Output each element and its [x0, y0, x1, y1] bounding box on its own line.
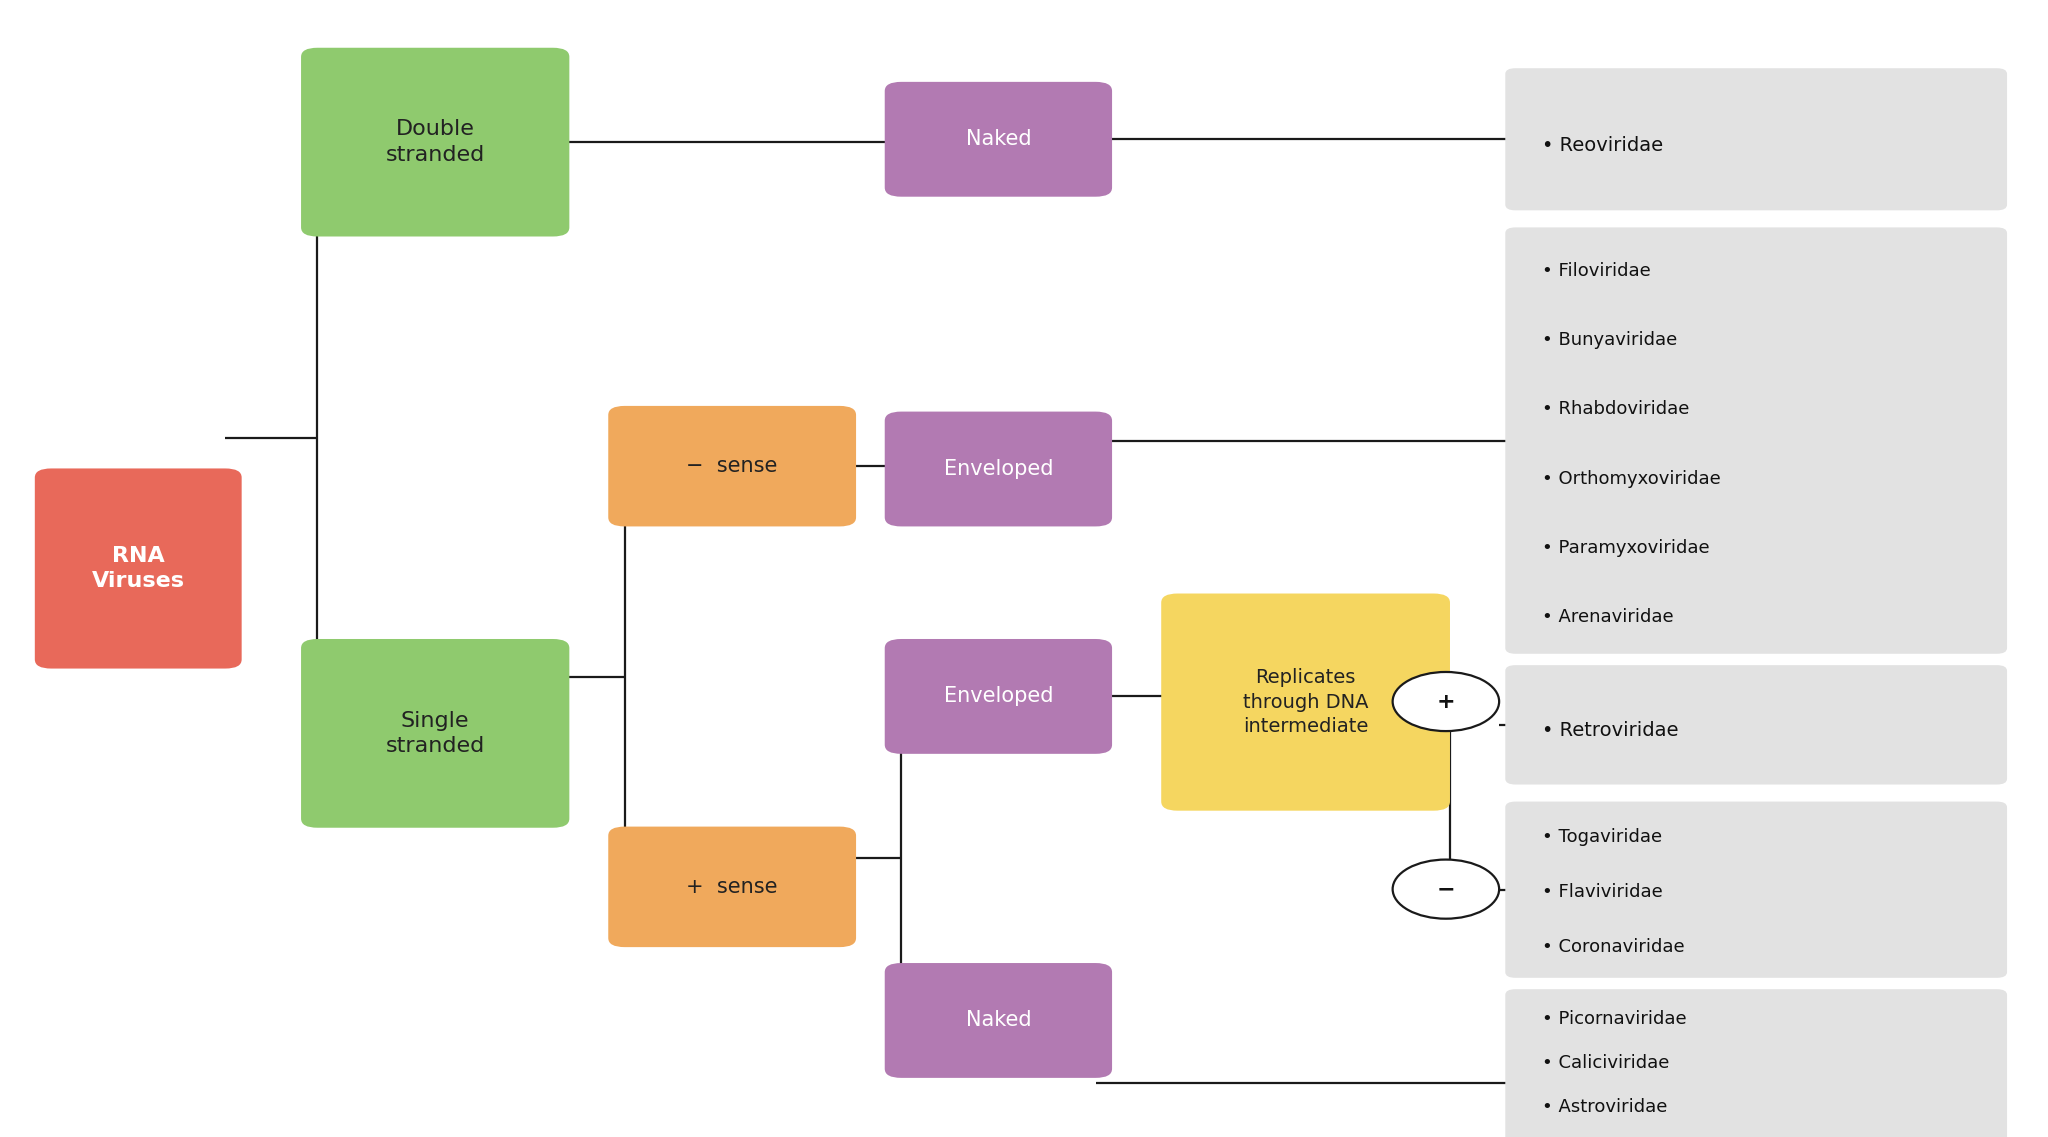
Text: • Orthomyxoviridae: • Orthomyxoviridae [1542, 470, 1720, 488]
Text: Replicates
through DNA
intermediate: Replicates through DNA intermediate [1243, 669, 1368, 736]
FancyBboxPatch shape [885, 963, 1112, 1078]
FancyBboxPatch shape [885, 82, 1112, 197]
FancyBboxPatch shape [1505, 989, 2007, 1137]
Text: • Picornaviridae: • Picornaviridae [1542, 1010, 1688, 1028]
Text: • Reoviridae: • Reoviridae [1542, 136, 1663, 156]
Text: RNA
Viruses: RNA Viruses [92, 546, 184, 591]
Text: • Flaviviridae: • Flaviviridae [1542, 883, 1663, 902]
Text: Naked: Naked [965, 130, 1032, 149]
FancyBboxPatch shape [608, 406, 856, 526]
FancyBboxPatch shape [1505, 802, 2007, 978]
FancyBboxPatch shape [35, 468, 242, 669]
Text: −  sense: − sense [686, 456, 778, 476]
Text: +  sense: + sense [686, 877, 778, 897]
Text: Naked: Naked [965, 1011, 1032, 1030]
Text: • Astroviridae: • Astroviridae [1542, 1098, 1667, 1117]
Text: • Caliciviridae: • Caliciviridae [1542, 1054, 1669, 1072]
Circle shape [1393, 860, 1499, 919]
FancyBboxPatch shape [301, 48, 569, 236]
Circle shape [1393, 672, 1499, 731]
Text: • Coronaviridae: • Coronaviridae [1542, 938, 1686, 956]
FancyBboxPatch shape [1505, 665, 2007, 785]
Text: • Bunyaviridae: • Bunyaviridae [1542, 331, 1677, 349]
Text: Double
stranded: Double stranded [385, 119, 485, 165]
Text: • Paramyxoviridae: • Paramyxoviridae [1542, 539, 1710, 557]
Text: • Rhabdoviridae: • Rhabdoviridae [1542, 400, 1690, 418]
Text: Enveloped: Enveloped [944, 687, 1053, 706]
FancyBboxPatch shape [608, 827, 856, 947]
Text: • Togaviridae: • Togaviridae [1542, 829, 1663, 846]
Text: Enveloped: Enveloped [944, 459, 1053, 479]
FancyBboxPatch shape [1505, 68, 2007, 210]
FancyBboxPatch shape [885, 412, 1112, 526]
Text: −: − [1436, 879, 1456, 899]
Text: • Filoviridae: • Filoviridae [1542, 263, 1651, 280]
Text: • Arenaviridae: • Arenaviridae [1542, 608, 1673, 626]
Text: +: + [1436, 691, 1456, 712]
FancyBboxPatch shape [1505, 227, 2007, 654]
FancyBboxPatch shape [885, 639, 1112, 754]
FancyBboxPatch shape [301, 639, 569, 828]
FancyBboxPatch shape [1161, 594, 1450, 811]
Text: Single
stranded: Single stranded [385, 711, 485, 756]
Text: • Retroviridae: • Retroviridae [1542, 721, 1679, 740]
